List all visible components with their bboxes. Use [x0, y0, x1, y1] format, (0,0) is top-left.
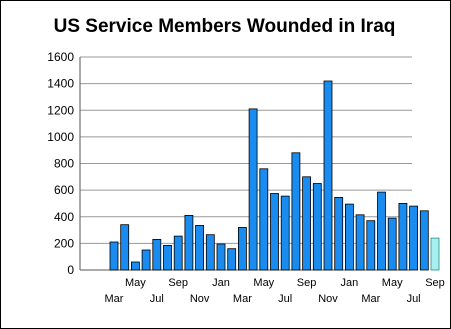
bar	[205, 234, 215, 271]
y-tick-label: 1400	[47, 77, 74, 91]
x-tick-label: Mar	[105, 293, 124, 305]
bar	[163, 244, 172, 271]
x-tick-label: Jan	[341, 277, 359, 289]
y-tick-label: 1000	[47, 130, 74, 144]
bar	[291, 152, 301, 271]
y-tick-label: 1600	[47, 50, 74, 64]
x-tick-label: Nov	[190, 293, 210, 305]
bar	[398, 202, 408, 271]
bar	[419, 210, 429, 271]
x-tick-label: Nov	[318, 293, 338, 305]
bar	[366, 220, 376, 271]
bar	[323, 80, 333, 271]
y-tick-label: 600	[54, 183, 74, 197]
bar	[130, 261, 140, 271]
x-tick-label: May	[253, 277, 274, 289]
x-tick-label: Sep	[297, 277, 317, 289]
chart-title: US Service Members Wounded in Iraq	[53, 16, 396, 37]
bar	[280, 195, 290, 271]
bar	[216, 243, 226, 271]
y-tick-label: 400	[54, 210, 74, 224]
y-tick-label: 200	[54, 236, 74, 250]
x-tick-label: Mar	[233, 293, 252, 305]
bar	[227, 248, 237, 271]
bar	[141, 249, 151, 271]
bar	[109, 241, 119, 271]
x-tick-label: Sep	[168, 277, 188, 289]
x-tick-label: Jul	[407, 293, 421, 305]
bar	[152, 238, 162, 271]
x-tick-label: May	[125, 277, 146, 289]
x-tick-label: Jul	[278, 293, 292, 305]
bar	[120, 224, 130, 271]
bar	[173, 235, 183, 271]
x-tick-label: Jan	[212, 277, 230, 289]
bar	[270, 193, 279, 271]
x-tick-label: Mar	[361, 293, 380, 305]
x-tick-label: May	[382, 277, 403, 289]
x-tick-label: Sep	[425, 277, 445, 289]
y-tick-label: 800	[54, 157, 74, 171]
bar	[237, 226, 247, 271]
bar	[259, 168, 269, 271]
bar	[184, 214, 194, 271]
x-tick-label: Jul	[150, 293, 164, 305]
bar	[355, 214, 365, 271]
bar	[409, 205, 419, 271]
bar	[377, 191, 386, 271]
bar	[430, 237, 440, 271]
bar	[334, 196, 344, 271]
bar	[302, 176, 312, 271]
bar	[195, 224, 205, 271]
y-tick-label: 0	[67, 263, 74, 277]
bar	[248, 108, 258, 271]
bar	[387, 217, 397, 271]
y-tick-label: 1200	[47, 103, 74, 117]
bar	[312, 183, 322, 271]
bar	[344, 203, 354, 271]
